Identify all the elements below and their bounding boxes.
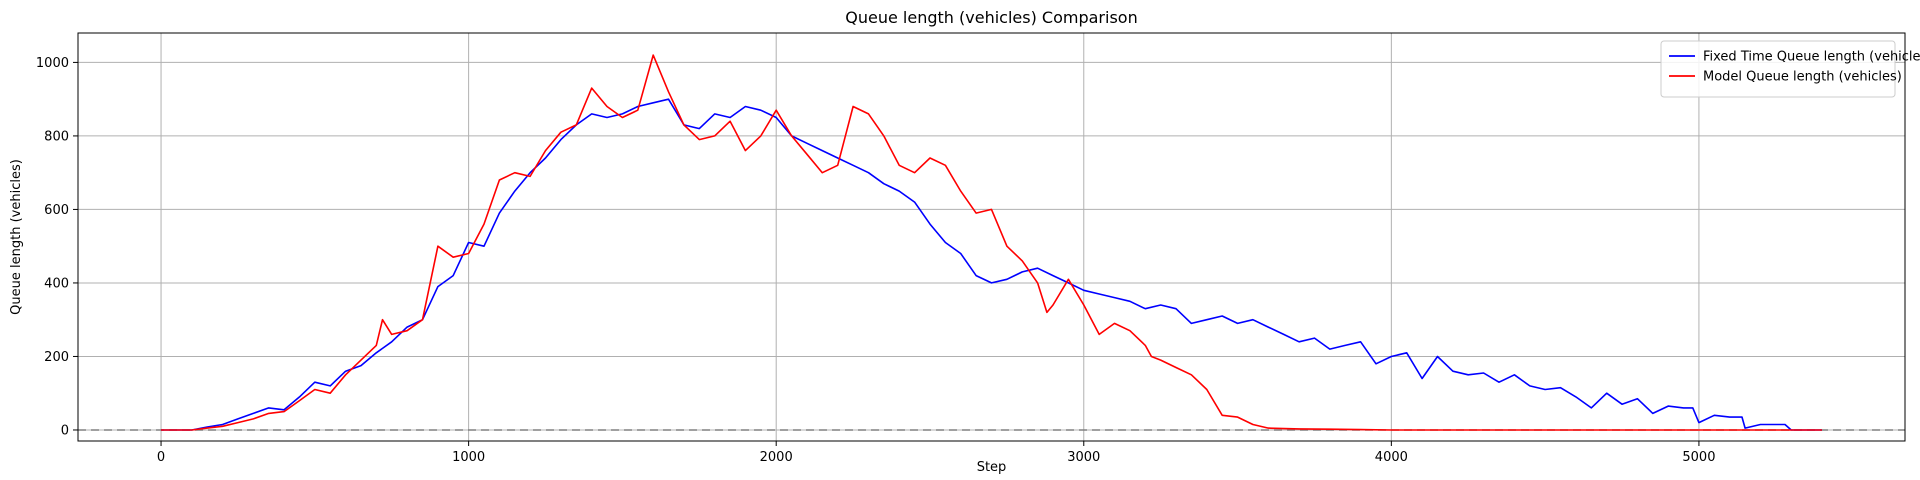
x-axis-ticks: 0 1000 2000 3000 4000 5000	[157, 441, 1715, 465]
legend-label-1: Model Queue length (vehicles)	[1703, 70, 1902, 85]
plot-frame	[77, 32, 1906, 442]
y-axis-label: Queue length (vehicles)	[9, 159, 24, 315]
x-axis-label: Step	[977, 460, 1007, 475]
x-tick-label: 0	[157, 450, 165, 465]
series-lines	[161, 54, 1822, 431]
y-tick-label: 600	[44, 203, 69, 218]
legend-label-0: Fixed Time Queue length (vehicles)	[1703, 50, 1920, 65]
y-tick-label: 0	[61, 423, 69, 438]
x-tick-label: 2000	[760, 450, 793, 465]
series-line-1	[161, 54, 1822, 431]
y-tick-label: 400	[44, 276, 69, 291]
y-tick-label: 800	[44, 129, 69, 144]
chart-title: Queue length (vehicles) Comparison	[845, 8, 1137, 27]
series-line-0	[161, 98, 1822, 431]
y-tick-label: 200	[44, 350, 69, 365]
legend-box	[1660, 40, 1896, 98]
y-tick-label: 1000	[36, 56, 69, 71]
x-tick-label: 5000	[1682, 450, 1715, 465]
x-tick-label: 4000	[1375, 450, 1408, 465]
legend: Fixed Time Queue length (vehicles) Model …	[1660, 40, 1920, 98]
x-tick-label: 3000	[1067, 450, 1100, 465]
x-tick-label: 1000	[452, 450, 485, 465]
y-axis-ticks: 0 200 400 600 800 1000	[36, 56, 78, 438]
